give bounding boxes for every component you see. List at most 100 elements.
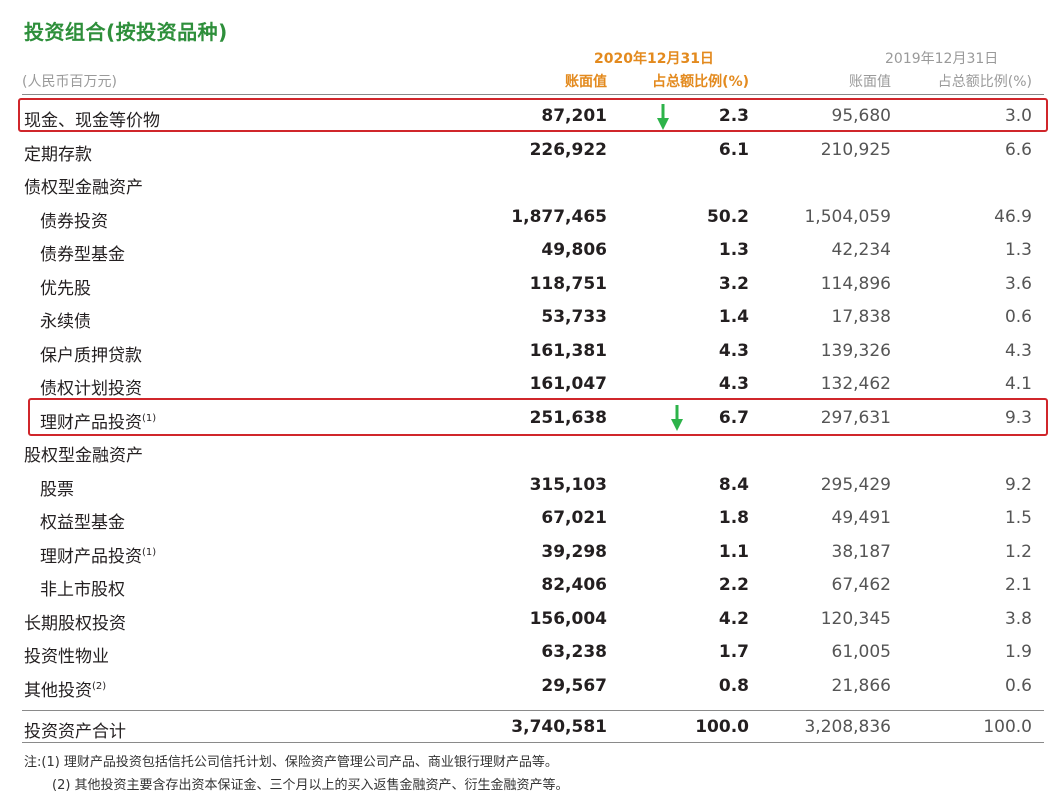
row-label-text: 永续债 (40, 312, 91, 332)
table-row: 股权型金融资产 (0, 435, 1064, 468)
row-label: 债权型金融资产 (24, 173, 143, 198)
header-ratio-2019: 占总额比例(%) (937, 74, 1032, 90)
cell-value-2019: 61,005 (831, 642, 891, 662)
row-label-text: 现金、现金等价物 (24, 111, 160, 131)
row-label-text: 投资性物业 (24, 647, 109, 667)
table-row: 其他投资(2) 29,567 0.8 21,866 0.6 (0, 670, 1064, 703)
row-label-text: 权益型基金 (40, 513, 125, 533)
cell-ratio-2019: 1.5 (1004, 508, 1032, 528)
cell-ratio-2020: 8.4 (718, 474, 749, 495)
row-label: 债权计划投资 (40, 374, 142, 399)
cell-ratio-2020: 3.2 (718, 273, 749, 294)
table-row: 定期存款 226,922 6.1 210,925 6.6 (0, 134, 1064, 167)
cell-ratio-2020: 6.1 (718, 139, 749, 160)
table-title: 投资组合(按投资品种) (24, 20, 228, 44)
header-ratio-2020: 占总额比例(%) (652, 74, 749, 90)
footnote-2: (2) 其他投资主要含存出资本保证金、三个月以上的买入返售金融资产、衍生金融资产… (52, 778, 569, 793)
table-row: 保户质押贷款 161,381 4.3 139,326 4.3 (0, 335, 1064, 368)
row-label: 现金、现金等价物 (24, 106, 160, 131)
footnote-marker: (1) (142, 412, 157, 424)
cell-value-2019: 120,345 (820, 608, 891, 629)
row-label: 理财产品投资(1) (40, 542, 156, 567)
footnote-marker: (2) (92, 680, 107, 692)
cell-value-2019: 38,187 (831, 541, 891, 562)
cell-ratio-2019: 0.6 (1004, 307, 1032, 327)
cell-ratio-2019: 46.9 (994, 206, 1032, 227)
row-label: 优先股 (40, 274, 91, 299)
cell-value-2020: 67,021 (541, 508, 607, 528)
cell-ratio-2019: 3.8 (1004, 608, 1032, 629)
row-label: 权益型基金 (40, 508, 125, 533)
header-book-value-2020: 账面值 (565, 74, 607, 90)
table-row: 债权型金融资产 (0, 167, 1064, 200)
cell-ratio-2020: 0.8 (718, 675, 749, 696)
cell-value-2020: 1,877,465 (511, 206, 607, 227)
down-arrow-icon (671, 405, 683, 431)
cell-ratio-2020: 4.2 (718, 608, 749, 629)
cell-value-2019: 95,680 (831, 106, 891, 126)
cell-value-2020: 49,806 (541, 240, 607, 260)
cell-value-2019: 42,234 (831, 240, 891, 260)
row-label: 股票 (40, 475, 74, 500)
row-label: 债券投资 (40, 207, 108, 232)
cell-value-2020: 29,567 (541, 675, 607, 696)
cell-value-2019: 49,491 (831, 508, 891, 528)
cell-value-2020: 87,201 (541, 106, 607, 126)
row-label: 非上市股权 (40, 575, 125, 600)
row-label: 其他投资(2) (24, 676, 106, 701)
row-label-text: 债券投资 (40, 211, 108, 232)
cell-ratio-2020: 2.3 (718, 106, 749, 126)
cell-ratio-2020: 2.2 (718, 575, 749, 595)
cell-ratio-2020: 1.4 (718, 307, 749, 327)
cell-ratio-2019: 6.6 (1004, 139, 1032, 160)
row-label: 理财产品投资(1) (40, 408, 156, 433)
table-row: 债券投资 1,877,465 50.2 1,504,059 46.9 (0, 201, 1064, 234)
row-label-text: 其他投资 (24, 680, 92, 701)
row-label-text: 优先股 (40, 278, 91, 299)
header-divider (22, 94, 1044, 95)
cell-ratio-2020: 1.8 (718, 508, 749, 528)
table-row: 股票 315,103 8.4 295,429 9.2 (0, 469, 1064, 502)
footnote-1: 注:(1) 理财产品投资包括信托公司信托计划、保险资产管理公司产品、商业银行理财… (24, 755, 558, 770)
table-row: 债券型基金 49,806 1.3 42,234 1.3 (0, 234, 1064, 267)
cell-ratio-2019: 1.9 (1004, 642, 1032, 662)
header-date-2020: 2020年12月31日 (594, 51, 714, 67)
total-value-2020: 3,740,581 (511, 717, 607, 737)
row-label-text: 长期股权投资 (24, 613, 126, 634)
table-row: 非上市股权 82,406 2.2 67,462 2.1 (0, 569, 1064, 602)
cell-ratio-2019: 9.2 (1004, 474, 1032, 495)
bottom-divider (22, 742, 1044, 743)
row-label-text: 股权型金融资产 (24, 446, 143, 466)
cell-value-2020: 118,751 (529, 273, 607, 294)
row-label-text: 债权型金融资产 (24, 178, 143, 198)
cell-ratio-2020: 1.7 (718, 642, 749, 662)
cell-ratio-2020: 1.3 (718, 240, 749, 260)
cell-ratio-2019: 4.3 (1004, 340, 1032, 361)
row-label: 定期存款 (24, 140, 92, 165)
cell-value-2020: 63,238 (541, 642, 607, 662)
highlight-box-cash (18, 98, 1048, 132)
table-row-total: 投资资产合计 3,740,581 100.0 3,208,836 100.0 (0, 711, 1064, 744)
table-row: 理财产品投资(1) 251,638 6.7 297,631 9.3 (0, 402, 1064, 435)
down-arrow-icon (657, 104, 669, 130)
cell-value-2019: 1,504,059 (804, 206, 891, 227)
cell-ratio-2019: 4.1 (1004, 374, 1032, 394)
cell-value-2019: 139,326 (820, 340, 891, 361)
cell-ratio-2020: 6.7 (718, 407, 749, 428)
cell-value-2019: 17,838 (831, 307, 891, 327)
cell-value-2020: 82,406 (541, 575, 607, 595)
cell-value-2019: 132,462 (820, 374, 891, 394)
cell-value-2020: 156,004 (529, 608, 607, 629)
row-label-text: 非上市股权 (40, 580, 125, 600)
cell-ratio-2019: 0.6 (1004, 675, 1032, 696)
row-label: 保户质押贷款 (40, 341, 142, 366)
cell-ratio-2020: 1.1 (718, 541, 749, 562)
cell-ratio-2019: 2.1 (1004, 575, 1032, 595)
total-ratio-2019: 100.0 (983, 717, 1032, 737)
table-row: 永续债 53,733 1.4 17,838 0.6 (0, 301, 1064, 334)
row-label: 永续债 (40, 307, 91, 332)
cell-ratio-2019: 1.2 (1004, 541, 1032, 562)
cell-ratio-2019: 1.3 (1004, 240, 1032, 260)
cell-value-2020: 161,047 (529, 374, 607, 394)
cell-ratio-2019: 3.0 (1004, 106, 1032, 126)
